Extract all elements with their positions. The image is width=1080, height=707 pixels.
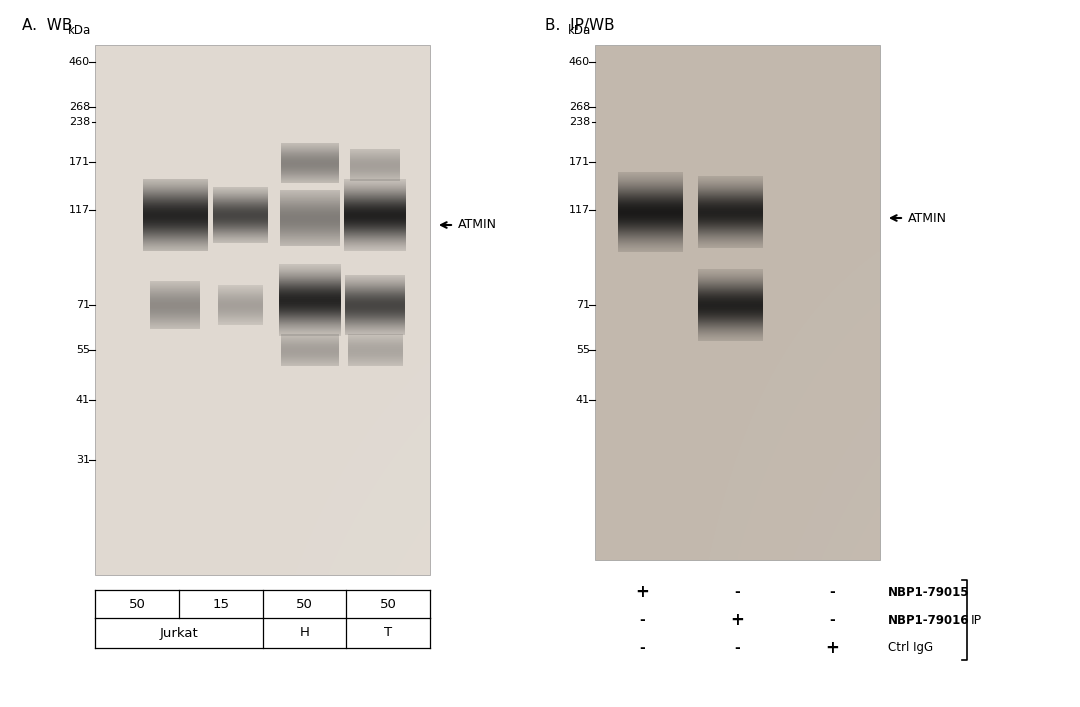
Text: 171: 171 bbox=[569, 157, 590, 167]
Text: 55: 55 bbox=[576, 345, 590, 355]
Text: 117: 117 bbox=[69, 205, 90, 215]
Text: NBP1-79015: NBP1-79015 bbox=[888, 585, 970, 599]
Text: B.  IP/WB: B. IP/WB bbox=[545, 18, 615, 33]
Text: 238: 238 bbox=[569, 117, 590, 127]
Bar bbox=[95, 45, 430, 575]
Text: Ctrl IgG: Ctrl IgG bbox=[888, 641, 933, 655]
Text: -: - bbox=[639, 613, 646, 627]
Text: H: H bbox=[299, 626, 309, 640]
Text: -: - bbox=[829, 613, 835, 627]
Text: 460: 460 bbox=[69, 57, 90, 67]
Text: +: + bbox=[825, 639, 839, 657]
Text: Jurkat: Jurkat bbox=[160, 626, 198, 640]
Text: +: + bbox=[635, 583, 649, 601]
Text: 15: 15 bbox=[212, 597, 229, 611]
Text: 238: 238 bbox=[69, 117, 90, 127]
Text: kDa: kDa bbox=[68, 24, 91, 37]
Text: 460: 460 bbox=[569, 57, 590, 67]
Text: -: - bbox=[734, 641, 741, 655]
Text: 55: 55 bbox=[76, 345, 90, 355]
Text: -: - bbox=[639, 641, 646, 655]
Text: 50: 50 bbox=[380, 597, 396, 611]
Text: 50: 50 bbox=[129, 597, 146, 611]
Text: 41: 41 bbox=[76, 395, 90, 405]
Text: 71: 71 bbox=[576, 300, 590, 310]
Text: 31: 31 bbox=[76, 455, 90, 465]
Text: IP: IP bbox=[971, 614, 982, 626]
Bar bbox=[595, 45, 880, 560]
Text: 268: 268 bbox=[569, 102, 590, 112]
Text: 268: 268 bbox=[69, 102, 90, 112]
Text: 50: 50 bbox=[296, 597, 313, 611]
Text: ATMIN: ATMIN bbox=[908, 211, 947, 225]
Text: ATMIN: ATMIN bbox=[458, 218, 497, 231]
Text: kDa: kDa bbox=[568, 24, 591, 37]
Text: T: T bbox=[384, 626, 392, 640]
Text: -: - bbox=[734, 585, 741, 599]
Text: +: + bbox=[730, 611, 744, 629]
Text: 171: 171 bbox=[69, 157, 90, 167]
Text: 41: 41 bbox=[576, 395, 590, 405]
Text: -: - bbox=[829, 585, 835, 599]
Text: 117: 117 bbox=[569, 205, 590, 215]
Text: NBP1-79016: NBP1-79016 bbox=[888, 614, 970, 626]
Text: A.  WB: A. WB bbox=[22, 18, 72, 33]
Text: 71: 71 bbox=[76, 300, 90, 310]
